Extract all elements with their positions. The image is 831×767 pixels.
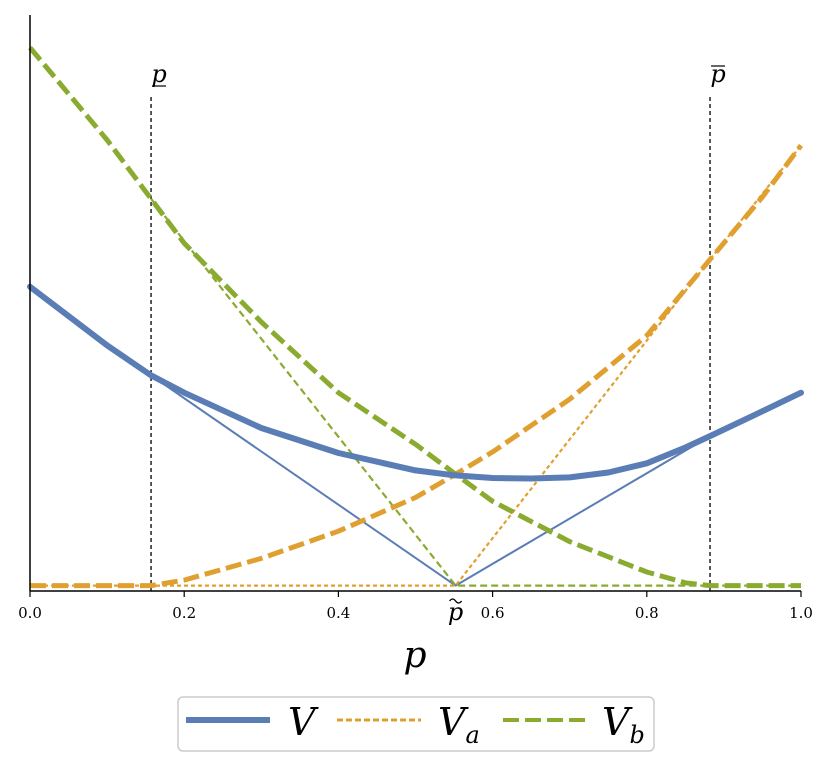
series-line-v-tangent — [150, 374, 711, 587]
marker-label-p_high: p — [710, 60, 725, 88]
marker-label-p_tilde: p — [448, 598, 463, 626]
series-line-va-tangent — [30, 144, 802, 587]
series-line-v — [27, 283, 804, 482]
x-tick-label: 0.0 — [18, 604, 42, 622]
marker-label-p_low: p — [151, 60, 166, 88]
legend-label-va: Va — [438, 700, 480, 749]
x-tick-label: 1.0 — [789, 604, 813, 622]
legend-label-v: V — [288, 700, 319, 744]
series-line-vb-tangent — [150, 198, 801, 587]
x-ticks: 0.0 0.2 0.4 0.6 0.8 1.0 p — [18, 591, 813, 626]
x-tick-label: 0.8 — [635, 604, 659, 622]
x-axis-label: p — [403, 635, 426, 676]
series-line-va — [30, 143, 804, 589]
legend-box — [177, 696, 655, 752]
x-tick-label: 0.6 — [481, 604, 505, 622]
series-line-vb — [28, 45, 801, 589]
x-tick-label: 0.4 — [326, 604, 350, 622]
marker-tilde-p_tilde — [449, 598, 463, 604]
legend-label-vb: Vb — [602, 700, 645, 749]
series-lines — [27, 45, 804, 589]
legend: V Va Vb — [177, 696, 655, 752]
x-tick-label: 0.2 — [172, 604, 196, 622]
